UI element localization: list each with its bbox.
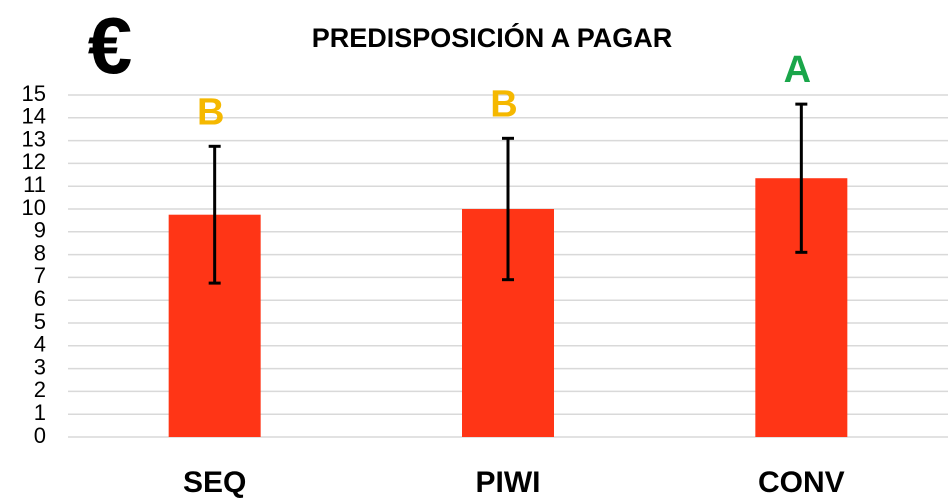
y-tick-label: 0 xyxy=(34,423,46,448)
y-tick-label: 7 xyxy=(34,263,46,288)
significance-letter: A xyxy=(784,49,811,91)
y-tick-label: 11 xyxy=(23,172,46,197)
y-tick-label: 2 xyxy=(34,377,46,402)
y-tick-label: 6 xyxy=(34,286,46,311)
significance-letter: B xyxy=(490,83,517,125)
x-tick-label: CONV xyxy=(758,466,845,499)
y-tick-label: 5 xyxy=(34,309,46,334)
y-tick-label: 13 xyxy=(22,126,46,151)
y-tick-label: 4 xyxy=(34,332,46,357)
y-tick-label: 12 xyxy=(22,149,46,174)
y-tick-label: 10 xyxy=(22,195,46,220)
y-tick-label: 14 xyxy=(22,104,46,129)
significance-letter: B xyxy=(197,91,224,133)
y-tick-label: 8 xyxy=(34,240,46,265)
y-tick-label: 1 xyxy=(34,400,46,425)
currency-icon: € xyxy=(88,1,133,90)
y-tick-label: 9 xyxy=(34,218,46,243)
y-tick-label: 15 xyxy=(22,81,46,106)
y-tick-label: 3 xyxy=(34,354,46,379)
x-tick-label: SEQ xyxy=(183,466,246,499)
x-tick-label: PIWI xyxy=(476,466,541,499)
chart-title: PREDISPOSICIÓN A PAGAR xyxy=(312,22,673,53)
